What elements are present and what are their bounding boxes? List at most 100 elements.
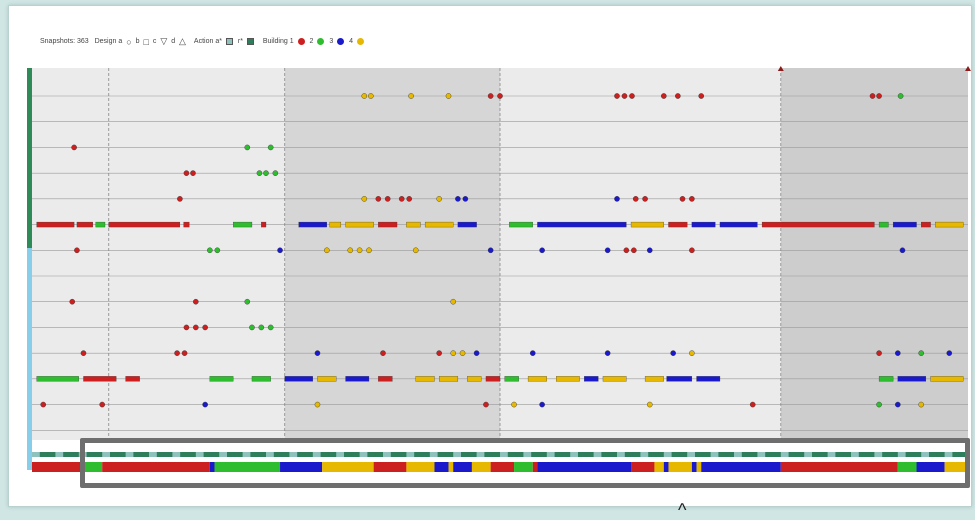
event-marker [462,196,469,202]
action-strip-segment [515,452,524,457]
event-marker [256,170,263,176]
action-strip-segment [211,452,220,457]
event-marker [450,350,457,356]
event-marker [876,401,882,408]
action-strip-segment [523,452,532,457]
action-strip-segment [843,452,852,457]
event-marker [675,93,681,99]
legend-snapshots: Snapshots: 363 [40,38,89,45]
action-strip-segment [539,452,548,457]
building-bar-segment [448,462,454,472]
legend-design-label: Design [94,38,117,45]
stripe-segment [317,376,337,382]
action-strip-segment [734,452,743,457]
event-marker [487,247,494,254]
building-bar-segment [701,462,781,472]
building-bar-segment [944,462,968,472]
action-strip-segment [180,452,189,457]
stripe-segment [439,376,459,382]
action-strip-segment [671,452,680,457]
event-marker [71,144,77,151]
action-strip-segment [305,452,314,457]
event-marker [192,298,199,305]
stripe-segment [630,221,664,228]
legend-action: Action a* r* [193,37,257,45]
stripe-segment [878,221,889,228]
action-strip-segment [312,452,322,457]
building-bar-segment [916,462,945,472]
event-marker [946,350,953,356]
stripe-segment [504,376,519,382]
event-marker [897,93,904,99]
building-4-swatch-icon [357,37,365,45]
event-marker [604,350,611,356]
action-strip-segment [788,452,797,457]
circle-shape-icon: ○ [126,36,132,47]
building-bar-segment [490,462,515,472]
legend-building-3: 3 [329,37,334,45]
event-marker [177,196,183,202]
action-strip-segment [250,452,259,457]
action-strip-segment [149,452,158,457]
phase-band [108,68,285,440]
event-marker [436,196,442,202]
action-strip-segment [445,452,454,457]
action-strip-segment [819,452,829,457]
event-marker [244,144,251,151]
stripe-segment [457,221,477,228]
action-strip-segment [944,452,953,457]
action-strip-segment [422,452,431,457]
action-strip-segment [344,452,353,457]
action-strip-segment [219,452,228,457]
action-strip-segment [55,452,64,457]
event-marker [436,350,442,356]
event-marker [202,401,208,408]
action-strip-segment [585,452,595,457]
action-strip-segment [835,452,844,457]
action-strip-segment [110,452,119,457]
stripe-segment [537,221,627,228]
building-bar-segment [897,462,917,472]
event-marker [74,247,80,254]
building-bar-segment [406,462,435,472]
action-strip-segment [874,452,883,457]
event-marker [263,170,269,176]
legend-action-label: Action [193,37,214,45]
action-strip-segment [414,452,423,457]
action-strip-segment [858,452,868,457]
action-strip-segment [141,452,150,457]
stripe-segment [406,221,421,228]
legend-design-a: a [118,38,123,45]
action-strip-segment [429,452,439,457]
event-marker [347,247,354,254]
stripe-segment [424,221,454,228]
action-strip-segment [336,452,345,457]
event-marker [473,350,480,356]
building-bar-segment [654,462,664,472]
phase-band [780,68,968,440]
stripe-segment [183,221,190,228]
action-strip-segment [679,452,688,457]
action-strip-segment [492,452,501,457]
legend-building: Building 1 2 3 4 [263,37,367,45]
event-marker [183,170,190,176]
event-marker [314,401,321,408]
event-marker [384,196,391,202]
stripe-segment [509,221,533,228]
action-strip-segment [656,452,665,457]
building-bar-segment [280,462,323,472]
down-triangle-shape-icon: ▽ [160,36,168,46]
stripe-segment [556,376,580,382]
event-marker [629,93,635,99]
action-strip-segment [648,452,657,457]
building-bar-segment [532,462,538,472]
event-marker [487,93,494,99]
event-marker [368,93,374,99]
event-marker [483,401,489,408]
event-marker [174,350,180,356]
event-marker [679,196,686,202]
stripe-segment [485,376,501,382]
event-marker [899,247,906,254]
legend-building-1: 1 [289,37,294,45]
action-strip-segment [687,452,696,457]
